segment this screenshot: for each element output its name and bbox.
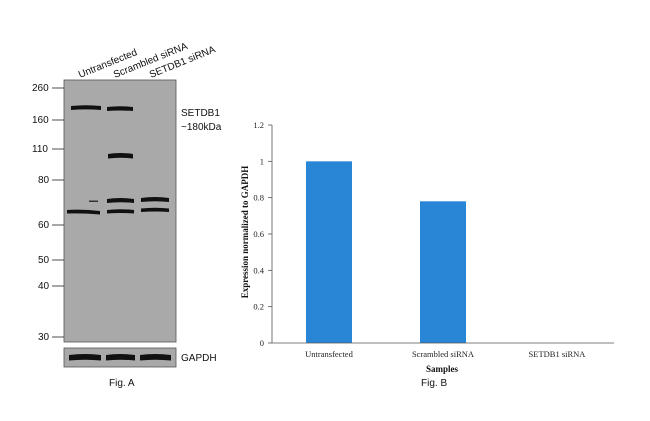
- band-gapdh-untransfected: [69, 354, 101, 361]
- band-setdb1-untransfected: [71, 105, 101, 110]
- x-tick-label: Scrambled siRNA: [412, 349, 475, 359]
- y-tick-label: 0.4: [253, 265, 264, 275]
- y-tick-label: 0.8: [253, 193, 264, 203]
- band-68kda-untransfected: [67, 209, 100, 215]
- gapdh-bands: [69, 354, 171, 361]
- mw-label-160: 160: [32, 115, 49, 126]
- band-75kda-scrambled: [107, 198, 134, 203]
- target-size-label: ~180kDa: [181, 122, 222, 133]
- mw-label-80: 80: [38, 175, 50, 186]
- mw-label-40: 40: [38, 281, 50, 292]
- y-tick-label: 0: [260, 338, 264, 348]
- y-tick-label: 1: [260, 156, 264, 166]
- band-setdb1-scrambled: [107, 106, 133, 111]
- blot-bands: [67, 105, 169, 215]
- x-tick-label: Untransfected: [305, 349, 353, 359]
- mw-ladder: 260 160 110 80 60 50 40 30: [32, 83, 64, 343]
- mw-label-60: 60: [38, 220, 50, 231]
- mw-label-110: 110: [32, 144, 48, 155]
- band-110kda-scrambled: [108, 153, 133, 159]
- bar-untransfected: [306, 161, 352, 343]
- band-gapdh-setdb1-sirna: [140, 354, 171, 361]
- y-tick-label: 1.2: [253, 120, 264, 130]
- mw-label-30: 30: [38, 332, 50, 343]
- band-gapdh-scrambled: [106, 354, 135, 361]
- mw-label-260: 260: [32, 83, 49, 94]
- x-axis-labels: Untransfected Scrambled siRNA SETDB1 siRNA: [305, 349, 586, 359]
- western-blot-panel: Untransfected Scrambled siRNA SETDB1 siR…: [32, 41, 222, 389]
- y-tick-label: 0.6: [253, 229, 264, 239]
- fig-b-caption: Fig. B: [421, 378, 447, 389]
- y-axis-ticks: 0 0.2 0.4 0.6 0.8 1 1.2: [253, 120, 272, 348]
- fig-a-caption: Fig. A: [109, 378, 135, 389]
- target-protein-label: SETDB1: [181, 108, 220, 119]
- mw-label-50: 50: [38, 255, 50, 266]
- band-75kda-setdb1-sirna: [141, 197, 169, 202]
- y-axis-title: Expression normalized to GAPDH: [240, 166, 250, 299]
- bar-chart-panel: 0 0.2 0.4 0.6 0.8 1 1.2 Untransfected Scrambled…: [240, 120, 614, 389]
- band-75kda-untransfected-faint: [89, 200, 98, 202]
- bar-scrambled-sirna: [420, 201, 466, 343]
- band-68kda-setdb1-sirna: [141, 207, 169, 212]
- x-axis-title: Samples: [426, 364, 459, 374]
- y-tick-label: 0.2: [253, 302, 264, 312]
- loading-control-label: GAPDH: [181, 353, 217, 364]
- bars-group: [306, 161, 466, 343]
- band-68kda-scrambled: [107, 209, 134, 214]
- x-tick-label: SETDB1 siRNA: [529, 349, 587, 359]
